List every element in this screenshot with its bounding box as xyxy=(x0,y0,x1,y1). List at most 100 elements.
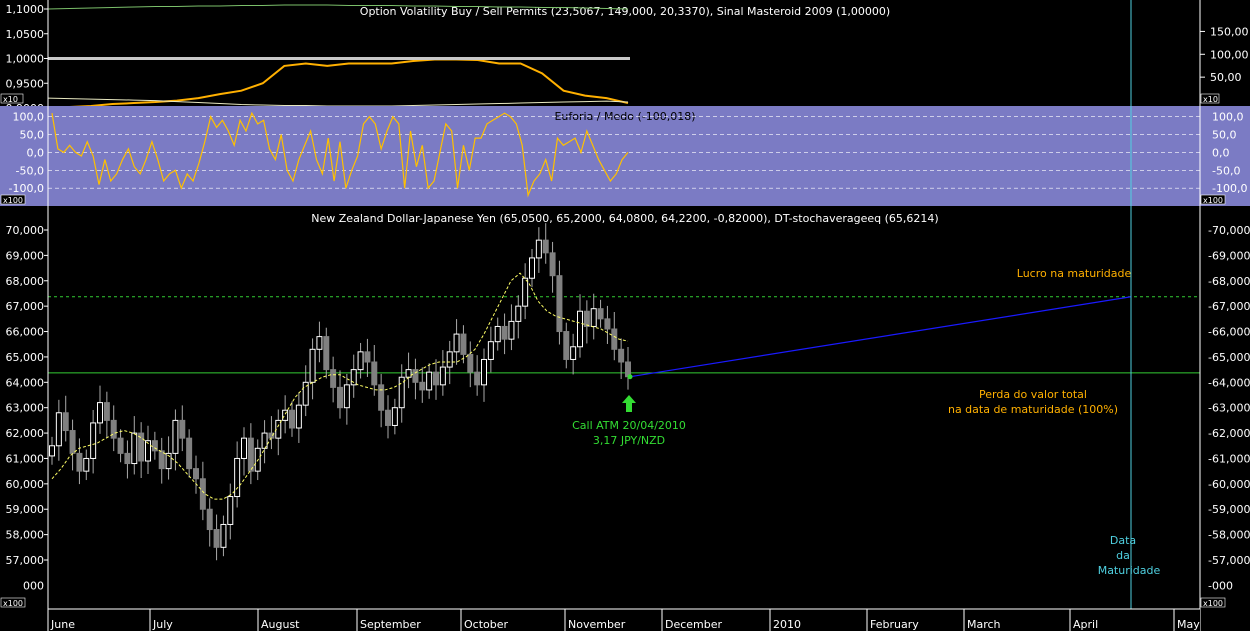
volatility-right-axis: 150,00 100,00 50,00 xyxy=(1200,25,1249,84)
euforia-right-axis: 100,0 50,0 0,0 -50,0 -100,0 xyxy=(1212,111,1247,195)
profit-annotation: Lucro na maturidade xyxy=(1017,267,1132,280)
x-axis-tick: April xyxy=(1073,618,1098,631)
x-axis-tick: June xyxy=(50,618,75,631)
candle-body xyxy=(522,277,529,307)
candle-body xyxy=(343,384,350,409)
price-panel: New Zealand Dollar-Japanese Yen (65,0500… xyxy=(0,212,1250,608)
price-right-tick: -64,000 xyxy=(1208,376,1250,389)
price-left-tick: 64,000 xyxy=(6,376,45,389)
price-left-tick: 63,000 xyxy=(6,402,45,415)
candle-body xyxy=(206,508,213,531)
candle-body xyxy=(103,402,110,421)
volatility-left-tick: 1,1000 xyxy=(6,3,45,16)
candle-body xyxy=(295,404,302,429)
candle-body xyxy=(364,351,371,363)
volatility-right-tick: 50,00 xyxy=(1210,71,1242,84)
candle-body xyxy=(446,351,453,368)
x-axis-tick: July xyxy=(152,618,173,631)
maturity-annotation-line-1: Data xyxy=(1110,534,1136,547)
volatility-right-scale-badge-box xyxy=(1200,93,1220,104)
candle-body xyxy=(76,452,83,472)
candle-body xyxy=(398,376,405,409)
price-left-tick: 68,000 xyxy=(6,275,45,288)
x-axis-ticks: June July August September October November De… xyxy=(47,609,1200,631)
euforia-left-scale-badge: x100 xyxy=(3,196,23,205)
volatility-right-scale-badge: x10 xyxy=(1203,95,1218,104)
candle-body xyxy=(302,381,309,406)
price-left-tick: 59,000 xyxy=(6,503,45,516)
candle-body xyxy=(570,346,577,360)
candle-body xyxy=(282,409,289,421)
candle-body xyxy=(199,478,206,510)
maturity-annotation-line-3: Maturidade xyxy=(1098,564,1161,577)
candle-body xyxy=(172,419,179,454)
call-annotation-line-1: Call ATM 20/04/2010 xyxy=(572,419,686,432)
euforia-right-tick: -100,0 xyxy=(1212,182,1247,195)
green-upper-line xyxy=(47,4,629,10)
volatility-panel: Option Volatility Buy / Sell Permits (23… xyxy=(0,0,1249,115)
candle-body xyxy=(158,450,165,470)
arrow-up-icon xyxy=(622,395,636,412)
candle-body xyxy=(131,432,138,465)
candle-body xyxy=(186,437,193,470)
candle-body xyxy=(460,333,467,355)
candle-body xyxy=(357,351,364,371)
price-right-scale-badge-box xyxy=(1200,597,1226,608)
candle-body xyxy=(330,369,337,388)
euforia-left-tick: -50,0 xyxy=(16,164,44,177)
candle-body xyxy=(117,437,124,454)
candle-body xyxy=(110,419,117,439)
price-right-tick: -61,000 xyxy=(1208,452,1250,465)
candle-body xyxy=(481,358,487,386)
volatility-panel-title: Option Volatility Buy / Sell Permits (23… xyxy=(360,5,890,18)
candle-body xyxy=(55,412,62,447)
volatility-left-tick: 0,9500 xyxy=(6,77,45,90)
candle-body xyxy=(97,402,103,424)
candle-body xyxy=(494,325,501,343)
candle-body xyxy=(439,366,446,386)
candle-body xyxy=(529,257,535,279)
price-right-tick: -60,000 xyxy=(1208,478,1250,491)
price-left-tick: 66,000 xyxy=(6,326,45,339)
price-right-tick: -70,000 xyxy=(1208,224,1250,237)
candle-body xyxy=(453,333,460,353)
candle-body xyxy=(583,310,590,327)
candle-body xyxy=(412,369,419,383)
price-right-tick: -63,000 xyxy=(1208,402,1250,415)
x-axis-bg xyxy=(48,609,1200,631)
candle-body xyxy=(611,328,618,350)
candle-body xyxy=(556,275,563,333)
candle-body xyxy=(90,422,97,459)
candle-body xyxy=(597,308,604,320)
euforia-right-scale-badge: x100 xyxy=(1203,196,1223,205)
candle-body xyxy=(234,457,241,498)
volatility-left-tick: 1,0000 xyxy=(6,53,45,66)
candle-body xyxy=(316,336,323,350)
candle-body xyxy=(289,409,295,429)
candle-body xyxy=(124,452,131,465)
euforia-series xyxy=(51,111,629,198)
price-right-tick: -59,000 xyxy=(1208,503,1250,516)
maturity-annotation-line-2: da xyxy=(1116,549,1130,562)
candle-body xyxy=(220,523,227,548)
candle-body xyxy=(515,305,522,322)
candle-body xyxy=(508,320,515,340)
euforia-right-tick: 50,0 xyxy=(1212,129,1237,142)
euforia-right-tick: -50,0 xyxy=(1212,164,1240,177)
candle-body xyxy=(49,445,55,457)
candle-body xyxy=(261,432,268,449)
price-right-tick: -66,000 xyxy=(1208,326,1250,339)
candle-body xyxy=(138,432,145,462)
candle-body xyxy=(604,318,611,330)
price-left-bottom-tick: 000 xyxy=(23,579,44,592)
candle-body xyxy=(323,336,330,371)
candle-body xyxy=(535,239,542,259)
price-left-tick: 67,000 xyxy=(6,300,45,313)
candle-body xyxy=(391,407,398,426)
euforia-left-tick: -100,0 xyxy=(9,182,44,195)
euforia-right-tick: 100,0 xyxy=(1212,111,1244,124)
candle-body xyxy=(549,252,556,277)
projection-start-dot xyxy=(627,374,633,380)
candle-body xyxy=(467,353,474,373)
candle-body xyxy=(385,409,391,426)
